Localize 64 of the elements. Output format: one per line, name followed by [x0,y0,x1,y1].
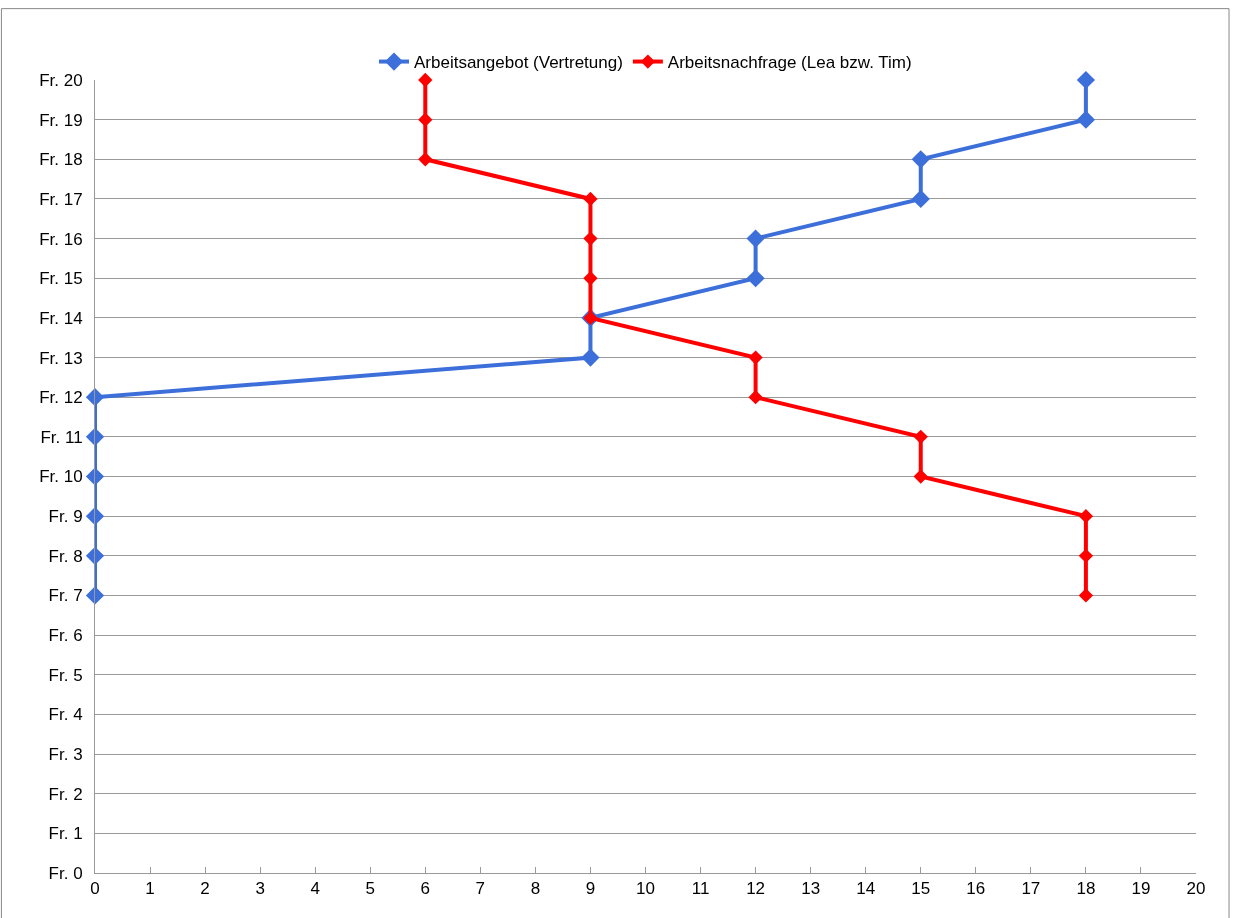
point [748,350,763,365]
y-tick-label: Fr. 15 [39,269,83,289]
point [746,269,765,288]
point [911,189,930,209]
x-tick-label: 19 [1131,879,1151,899]
y-tick-label: Fr. 6 [48,626,83,646]
x-tick-label: 8 [530,879,541,899]
x-tick-label: 10 [636,879,655,899]
point [1078,509,1094,524]
x-tick-label: 9 [585,879,596,899]
legend-label: Arbeitsangebot (Vertretung) [414,53,623,73]
y-tick-label: Fr. 16 [39,229,83,249]
point [583,191,598,207]
point [1078,588,1094,603]
x-tick-label: 18 [1076,879,1096,899]
point [418,72,433,88]
x-tick-label: 16 [966,879,986,899]
y-tick-label: Fr. 3 [48,745,83,764]
y-tick-label: Fr. 1 [48,824,83,844]
x-tick-label: 15 [911,879,931,899]
x-tick-label: 20 [1186,879,1206,899]
y-tick-label: Fr. 10 [39,467,83,487]
y-tick-label: Fr. 11 [40,427,83,447]
x-tick-label: 17 [1021,879,1041,899]
y-tick-label: Fr. 17 [39,189,83,209]
y-tick-label: Fr. 8 [48,546,83,566]
point [418,112,433,127]
y-tick-label: Fr. 20 [39,70,83,90]
x-tick-label: 4 [310,879,320,899]
point [581,348,600,367]
x-tick-label: 11 [691,879,710,899]
y-tick-label: Fr. 19 [39,110,83,130]
x-tick-label: 3 [255,879,265,899]
x-tick-label: 6 [420,879,431,899]
y-tick-label: Fr. 13 [39,348,83,368]
legend-label: Arbeitsnachfrage (Lea bzw. Tim) [667,53,912,73]
point [913,429,928,444]
point [746,229,765,248]
x-tick-label: 7 [475,879,486,899]
x-tick-label: 5 [365,879,375,899]
y-tick-label: Fr. 9 [48,507,83,527]
point [913,469,928,484]
y-tick-label: Fr. 7 [48,586,83,606]
x-tick-label: 12 [746,879,766,899]
point [1078,548,1094,563]
y-tick-label: Fr. 5 [48,665,83,685]
point [748,390,763,405]
y-tick-label: Fr. 18 [39,150,83,170]
x-tick-label: 0 [90,879,100,899]
point [418,152,433,167]
point [583,271,598,286]
point [911,150,930,169]
y-tick-label: Fr. 0 [48,863,83,883]
y-tick-label: Fr. 14 [39,308,83,328]
y-tick-label: Fr. 4 [48,705,83,725]
x-tick-label: 14 [856,879,876,899]
y-tick-label: Fr. 2 [48,784,83,804]
point [1076,110,1095,129]
point [1076,70,1095,90]
x-tick-label: 2 [200,879,210,899]
x-tick-label: 13 [801,879,821,899]
y-tick-label: Fr. 12 [39,388,83,408]
point [583,231,598,246]
x-tick-label: 1 [145,879,155,899]
